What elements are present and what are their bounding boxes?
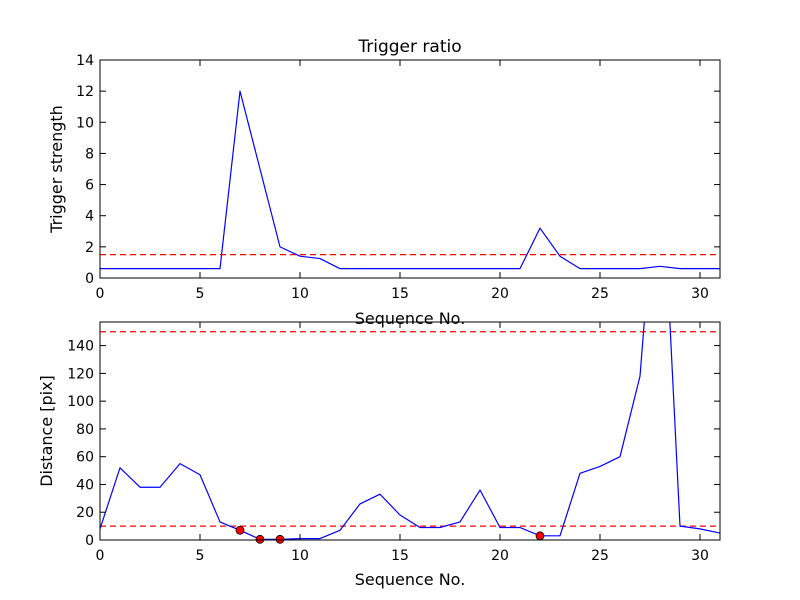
y-tick-label: 120 <box>67 366 94 382</box>
trigger-point <box>235 525 245 535</box>
y-axis-ticks: 0 20 40 60 80 100 120 140 <box>67 339 720 549</box>
plot-frame <box>99 321 721 541</box>
y-tick-label: 12 <box>76 84 94 100</box>
y-tick-label: 20 <box>76 505 94 521</box>
series-line <box>100 90 720 270</box>
x-tick-label: 0 <box>96 548 105 564</box>
y-axis-label: Distance [pix] <box>37 375 56 487</box>
chart-title: Trigger ratio <box>357 37 461 57</box>
x-tick-label: 30 <box>691 286 709 302</box>
trigger-point <box>535 531 545 541</box>
x-tick-label: 10 <box>291 548 309 564</box>
trigger-point <box>275 534 285 544</box>
y-tick-label: 10 <box>76 115 94 131</box>
y-tick-label: 8 <box>85 146 94 162</box>
trigger-markers <box>235 525 545 544</box>
y-tick-label: 100 <box>67 394 94 410</box>
x-tick-label: 5 <box>196 286 205 302</box>
y-tick-label: 80 <box>76 422 94 438</box>
y-tick-label: 140 <box>67 339 94 355</box>
y-tick-label: 4 <box>85 209 94 225</box>
x-tick-label: 15 <box>391 548 409 564</box>
y-tick-label: 14 <box>76 53 94 69</box>
trigger-point <box>255 534 265 544</box>
y-tick-label: 6 <box>85 178 94 194</box>
x-tick-label: 20 <box>491 548 509 564</box>
x-tick-label: 0 <box>96 286 105 302</box>
x-axis-label: Sequence No. <box>355 570 466 589</box>
x-tick-label: 5 <box>196 548 205 564</box>
y-tick-label: 0 <box>85 533 94 549</box>
y-tick-label: 40 <box>76 477 94 493</box>
distance-panel: 0 5 10 15 20 25 30 0 20 40 60 80 100 120 140 Sequence… <box>37 321 721 589</box>
x-tick-label: 30 <box>691 548 709 564</box>
y-tick-label: 60 <box>76 450 94 466</box>
x-tick-label: 25 <box>591 548 609 564</box>
y-axis-ticks: 0 2 4 6 8 10 12 14 <box>76 53 720 287</box>
x-axis-ticks: 0 5 10 15 20 25 30 <box>96 322 709 564</box>
y-tick-label: 2 <box>85 240 94 256</box>
threshold-lines <box>100 331 720 527</box>
x-tick-label: 15 <box>391 286 409 302</box>
series-line <box>100 322 720 540</box>
y-tick-label: 0 <box>85 271 94 287</box>
x-axis-ticks: 0 5 10 15 20 25 30 <box>96 60 709 302</box>
data-series <box>100 90 720 270</box>
plot-frame <box>99 59 721 279</box>
x-tick-label: 20 <box>491 286 509 302</box>
x-axis-label: Sequence No. <box>355 309 466 328</box>
trigger-ratio-panel: Trigger ratio 0 5 10 15 20 25 30 0 2 4 6 8 10 12 14 S… <box>47 37 721 328</box>
x-tick-label: 25 <box>591 286 609 302</box>
data-series <box>100 322 720 540</box>
x-tick-label: 10 <box>291 286 309 302</box>
y-axis-label: Trigger strength <box>47 105 66 234</box>
